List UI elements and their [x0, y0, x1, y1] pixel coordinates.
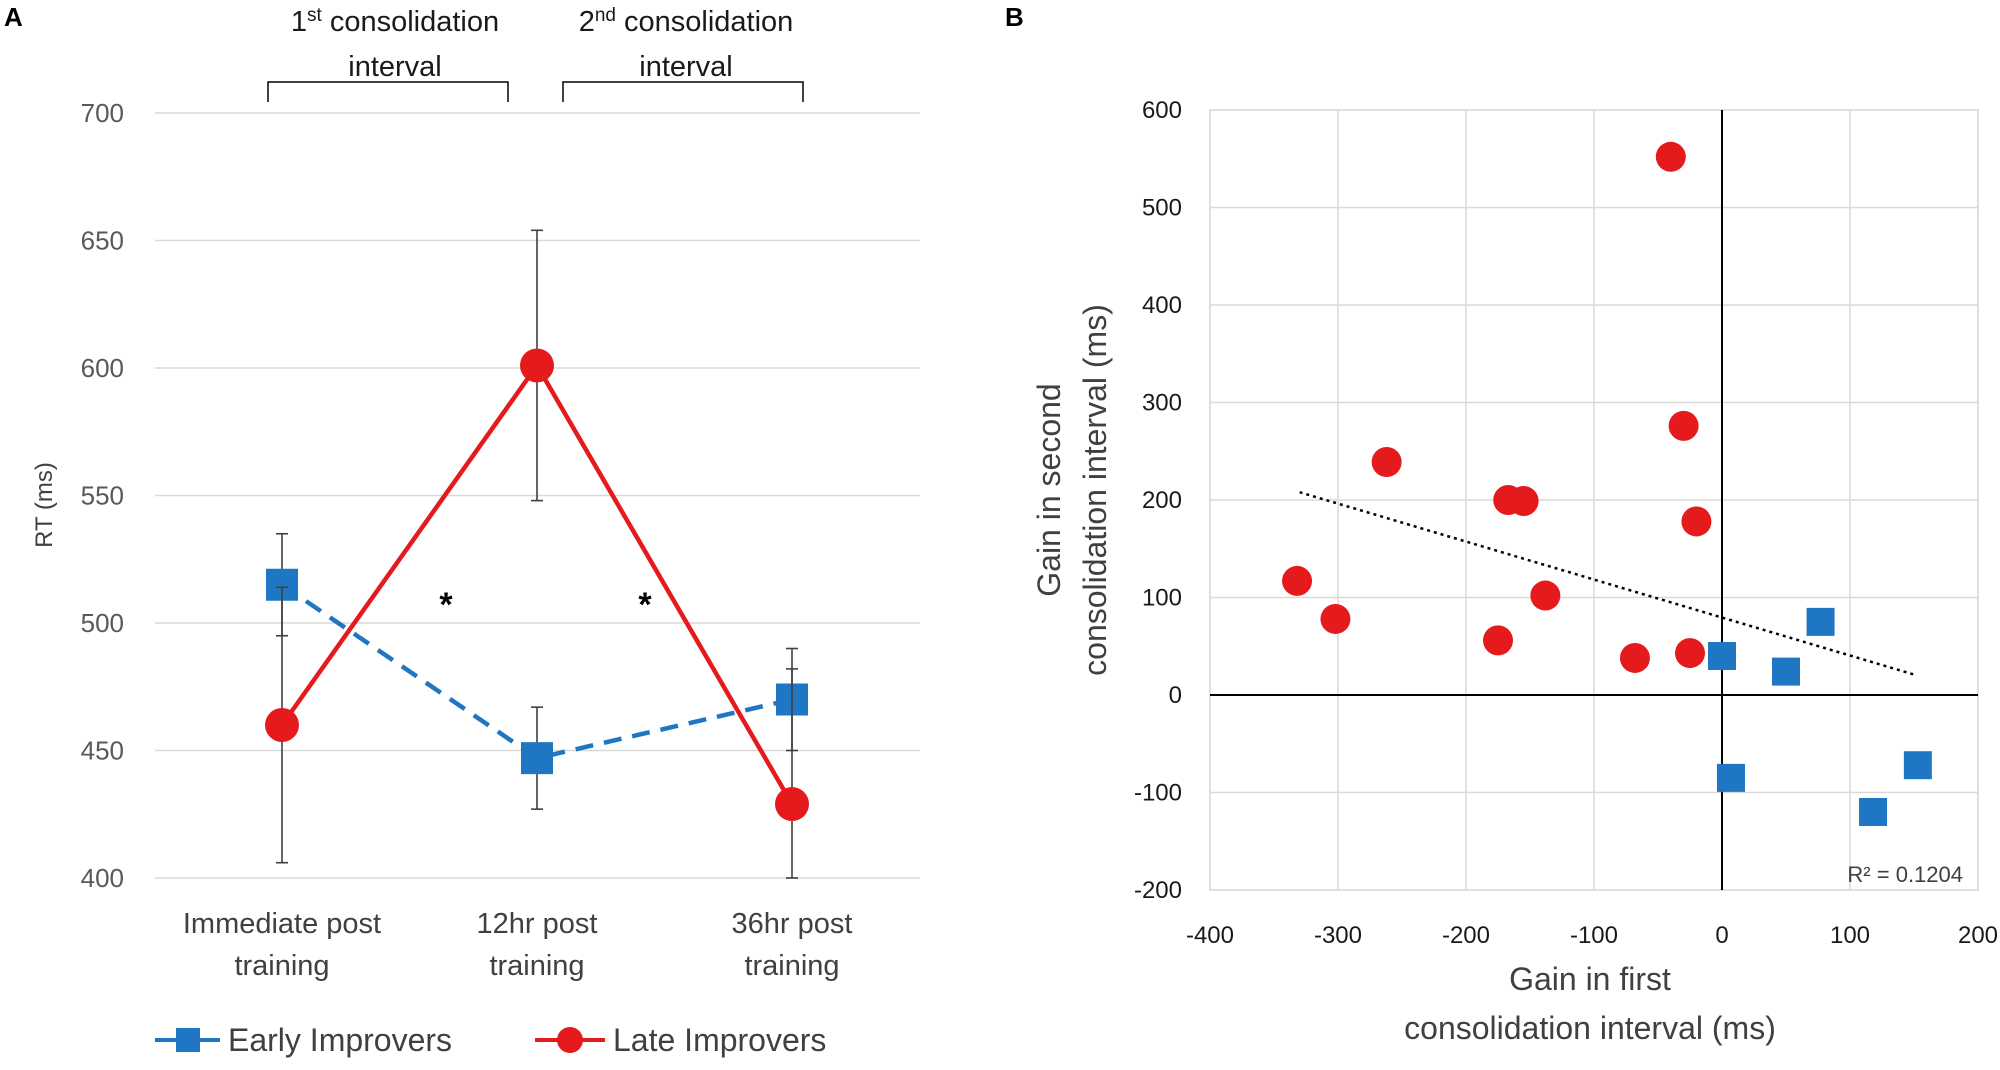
panel-b-y-axis-label-line1: Gain in second: [1031, 383, 1067, 596]
scatter-point-late-8: [1320, 603, 1351, 634]
r-squared-label: R² = 0.1204: [1847, 862, 1963, 887]
y-tick-label--200: -200: [1134, 877, 1182, 904]
category-immediate-line2: training: [234, 950, 329, 982]
panel-b-x-ticks: -400 -300 -200 -100 0 100 200: [1186, 922, 1998, 949]
x-tick-label--400: -400: [1186, 922, 1234, 949]
scatter-point-late-2: [1371, 446, 1402, 477]
panel-a-y-ticks: 400 450 500 550 600 650 700: [81, 98, 124, 893]
panel-b-label: B: [1005, 2, 1024, 32]
legend-early-label: Early Improvers: [228, 1022, 452, 1058]
bracket-second-subtitle: interval: [639, 51, 733, 83]
scatter-point-early-2: [1806, 607, 1835, 636]
panel-b-trendline: [1299, 491, 1915, 676]
bracket-second-line: [562, 81, 804, 102]
scatter-point-late-7: [1530, 580, 1561, 611]
legend-late-improvers: Late Improvers: [535, 1022, 826, 1058]
y-tick-label--100: -100: [1134, 780, 1182, 807]
y-tick-label-400: 400: [1142, 292, 1182, 319]
bracket-first-subtitle: interval: [348, 51, 442, 83]
panel-a-legend: Early Improvers Late Improvers: [155, 1022, 826, 1058]
trendline-dotted: [1299, 491, 1915, 676]
category-12hr-line1: 12hr post: [477, 908, 598, 940]
panel-b-zero-axes: [1210, 110, 1978, 890]
panel-b-x-axis-label-line1: Gain in first: [1509, 961, 1671, 997]
marker-circle-late-improvers-1: [520, 348, 554, 383]
y-tick-label-100: 100: [1142, 585, 1182, 612]
y-tick-label-500: 500: [81, 608, 124, 638]
marker-circle-late-improvers-2: [775, 787, 809, 822]
series-line-early-improvers: [280, 582, 793, 761]
legend-late-label: Late Improvers: [613, 1022, 826, 1058]
x-tick-label-0: 0: [1715, 922, 1728, 949]
scatter-point-early-4: [1859, 798, 1888, 826]
panel-b-gridlines: [1210, 110, 1978, 890]
scatter-point-late-1: [1668, 410, 1699, 441]
scatter-point-late-10: [1619, 642, 1650, 673]
scatter-point-late-11: [1675, 638, 1705, 669]
panel-a-line-chart: 400 450 500 550 600 650 700 RT (ms) 1st consol…: [31, 5, 920, 1058]
x-tick-label--300: -300: [1314, 922, 1362, 949]
bracket-second-title: 2nd consolidation: [579, 5, 794, 38]
category-36hr-line2: training: [744, 950, 839, 982]
y-tick-label-200: 200: [1142, 487, 1182, 514]
bracket-first-interval: 1st consolidation interval: [267, 5, 509, 102]
scatter-point-early-5: [1903, 751, 1932, 780]
category-immediate-line1: Immediate post: [183, 908, 381, 940]
bracket-first-title: 1st consolidation: [291, 5, 499, 38]
y-tick-label-500: 500: [1142, 195, 1182, 222]
y-tick-label-600: 600: [1142, 97, 1182, 124]
scatter-point-late-0: [1655, 141, 1686, 172]
x-tick-label-200: 200: [1958, 922, 1998, 949]
legend-early-square-marker: [176, 1028, 200, 1052]
panel-b-scatter-chart: -400 -300 -200 -100 0 100 200 -200 -100 0 100 200 3…: [1031, 97, 1998, 1046]
scatter-point-late-5: [1681, 506, 1712, 537]
x-tick-label--200: -200: [1442, 922, 1490, 949]
scatter-point-late-9: [1483, 625, 1513, 656]
panel-b-y-ticks: -200 -100 0 100 200 300 400 500 600: [1134, 97, 1182, 904]
marker-square-early-improvers-1: [521, 742, 553, 775]
panel-a-series: [265, 229, 809, 879]
legend-early-improvers: Early Improvers: [155, 1022, 452, 1058]
y-tick-label-550: 550: [81, 481, 124, 511]
marker-circle-late-improvers-0: [265, 708, 299, 742]
panel-a-y-axis-label: RT (ms): [31, 462, 58, 548]
y-tick-label-450: 450: [81, 736, 124, 766]
scatter-point-early-0: [1708, 642, 1736, 670]
panel-b-x-axis-label-line2: consolidation interval (ms): [1404, 1010, 1776, 1046]
y-tick-label-0: 0: [1169, 682, 1182, 709]
scatter-point-early-1: [1772, 657, 1800, 686]
y-tick-label-600: 600: [81, 353, 124, 383]
category-36hr-line1: 36hr post: [732, 908, 853, 940]
y-tick-label-300: 300: [1142, 390, 1182, 417]
category-12hr-line2: training: [489, 950, 584, 982]
y-tick-label-700: 700: [81, 98, 124, 128]
bracket-first-line: [267, 81, 509, 102]
panel-b-points: [1282, 141, 1932, 826]
x-tick-label-100: 100: [1830, 922, 1870, 949]
panel-b-y-axis-label-line2: consolidation interval (ms): [1077, 304, 1113, 676]
significance-star-first: *: [439, 586, 453, 624]
panel-a-x-categories: Immediate post training 12hr post traini…: [183, 908, 853, 982]
y-tick-label-400: 400: [81, 863, 124, 893]
scatter-point-late-6: [1282, 565, 1313, 596]
panel-a-label: A: [4, 2, 23, 32]
y-tick-label-650: 650: [81, 226, 124, 256]
significance-star-second: *: [638, 586, 652, 624]
scatter-point-late-4: [1508, 485, 1539, 516]
bracket-second-interval: 2nd consolidation interval: [562, 5, 804, 102]
scatter-point-early-3: [1716, 763, 1745, 792]
x-tick-label--100: -100: [1570, 922, 1618, 949]
legend-late-circle-marker: [557, 1027, 583, 1053]
